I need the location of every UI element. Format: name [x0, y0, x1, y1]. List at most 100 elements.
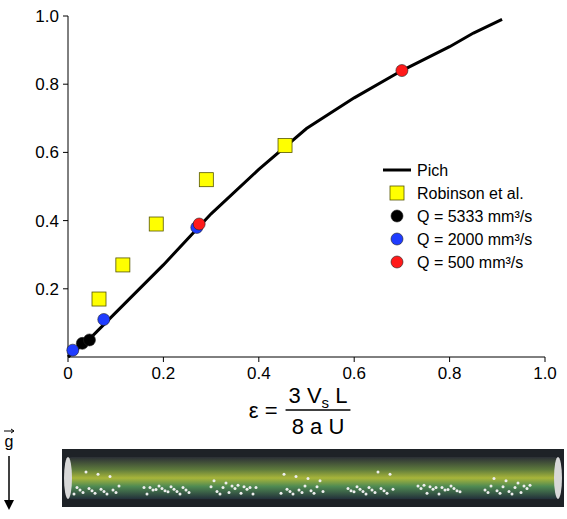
tube-background — [62, 449, 564, 507]
particle — [432, 488, 435, 491]
x-tick — [163, 357, 164, 362]
particle — [164, 489, 167, 492]
particle — [237, 484, 240, 487]
point — [98, 313, 110, 325]
particle — [499, 492, 502, 495]
particle — [453, 487, 456, 490]
particle — [76, 486, 79, 489]
particle — [79, 489, 82, 492]
particle — [179, 493, 182, 496]
particle — [423, 484, 426, 487]
point — [116, 258, 130, 272]
legend-label: Q = 500 mm³/s — [417, 254, 523, 271]
x-axis — [68, 357, 545, 358]
particle — [91, 489, 94, 492]
legend-swatch — [383, 169, 411, 172]
particle — [161, 487, 164, 490]
x-tick — [354, 357, 355, 362]
particle — [289, 490, 292, 493]
x-label-part: s — [322, 394, 330, 411]
particle — [222, 486, 225, 489]
legend-label: Robinson et al. — [417, 185, 524, 202]
particle — [170, 485, 173, 488]
particle — [252, 493, 255, 496]
particle — [447, 488, 450, 491]
particle — [304, 485, 307, 488]
particle — [508, 490, 511, 493]
particle — [441, 486, 444, 489]
point — [193, 218, 205, 230]
particle — [115, 491, 118, 494]
particle — [143, 486, 146, 489]
tube-image — [62, 449, 564, 507]
particle — [228, 491, 231, 494]
legend-label: Q = 5333 mm³/s — [417, 208, 532, 225]
x-tick — [68, 357, 69, 362]
particle — [286, 488, 289, 491]
vector-arrow — [4, 431, 14, 432]
particle — [496, 489, 499, 492]
particle — [188, 491, 191, 494]
particle — [353, 490, 356, 493]
particle — [280, 492, 283, 495]
particle — [511, 493, 514, 496]
particle — [502, 485, 505, 488]
particle — [417, 485, 420, 488]
legend-label: Q = 2000 mm³/s — [417, 231, 532, 248]
particle — [368, 486, 371, 489]
x-tick-label: 0.4 — [247, 364, 271, 383]
x-label-part: L — [329, 383, 347, 408]
particle — [185, 489, 188, 492]
particle — [438, 493, 441, 496]
particle — [225, 482, 228, 485]
particle — [109, 475, 112, 478]
point — [92, 292, 106, 306]
particle — [94, 492, 97, 495]
particle — [356, 485, 359, 488]
particle — [517, 482, 520, 485]
particle — [283, 473, 286, 476]
particle — [210, 485, 213, 488]
y-tick — [63, 84, 68, 85]
particle — [523, 485, 526, 488]
point — [149, 217, 163, 231]
particle — [359, 488, 362, 491]
particle — [392, 488, 395, 491]
particle — [292, 493, 295, 496]
particle — [484, 489, 487, 492]
tube-body — [66, 457, 560, 499]
x-label-part: 3 V — [289, 383, 322, 408]
legend: PichRobinson et al.Q = 5333 mm³/sQ = 200… — [383, 162, 532, 271]
particle — [155, 488, 158, 491]
particle — [246, 488, 249, 491]
y-tick-label: 1.0 — [35, 7, 59, 26]
x-label-numerator: 3 Vs L — [289, 383, 348, 411]
particle — [383, 489, 386, 492]
particle — [377, 471, 380, 474]
point — [199, 173, 213, 187]
particle — [389, 473, 392, 476]
x-tick — [258, 357, 259, 362]
legend-swatch — [391, 233, 403, 245]
particle — [459, 490, 462, 493]
y-axis — [68, 16, 69, 357]
particle — [347, 487, 350, 490]
y-tick-label: 0.6 — [35, 143, 59, 162]
particle — [152, 489, 155, 492]
particle — [362, 490, 365, 493]
particle — [103, 490, 106, 493]
particle — [158, 485, 161, 488]
particle — [350, 489, 353, 492]
particle — [310, 489, 313, 492]
particle — [316, 485, 319, 488]
particle — [456, 489, 459, 492]
particle — [100, 488, 103, 491]
gravity-arrow-head — [4, 500, 14, 510]
x-tick-label: 0 — [63, 364, 72, 383]
particle — [219, 493, 222, 496]
particle — [82, 491, 85, 494]
particle — [490, 485, 493, 488]
particle — [146, 493, 149, 496]
particle — [106, 493, 109, 496]
particle — [514, 486, 517, 489]
